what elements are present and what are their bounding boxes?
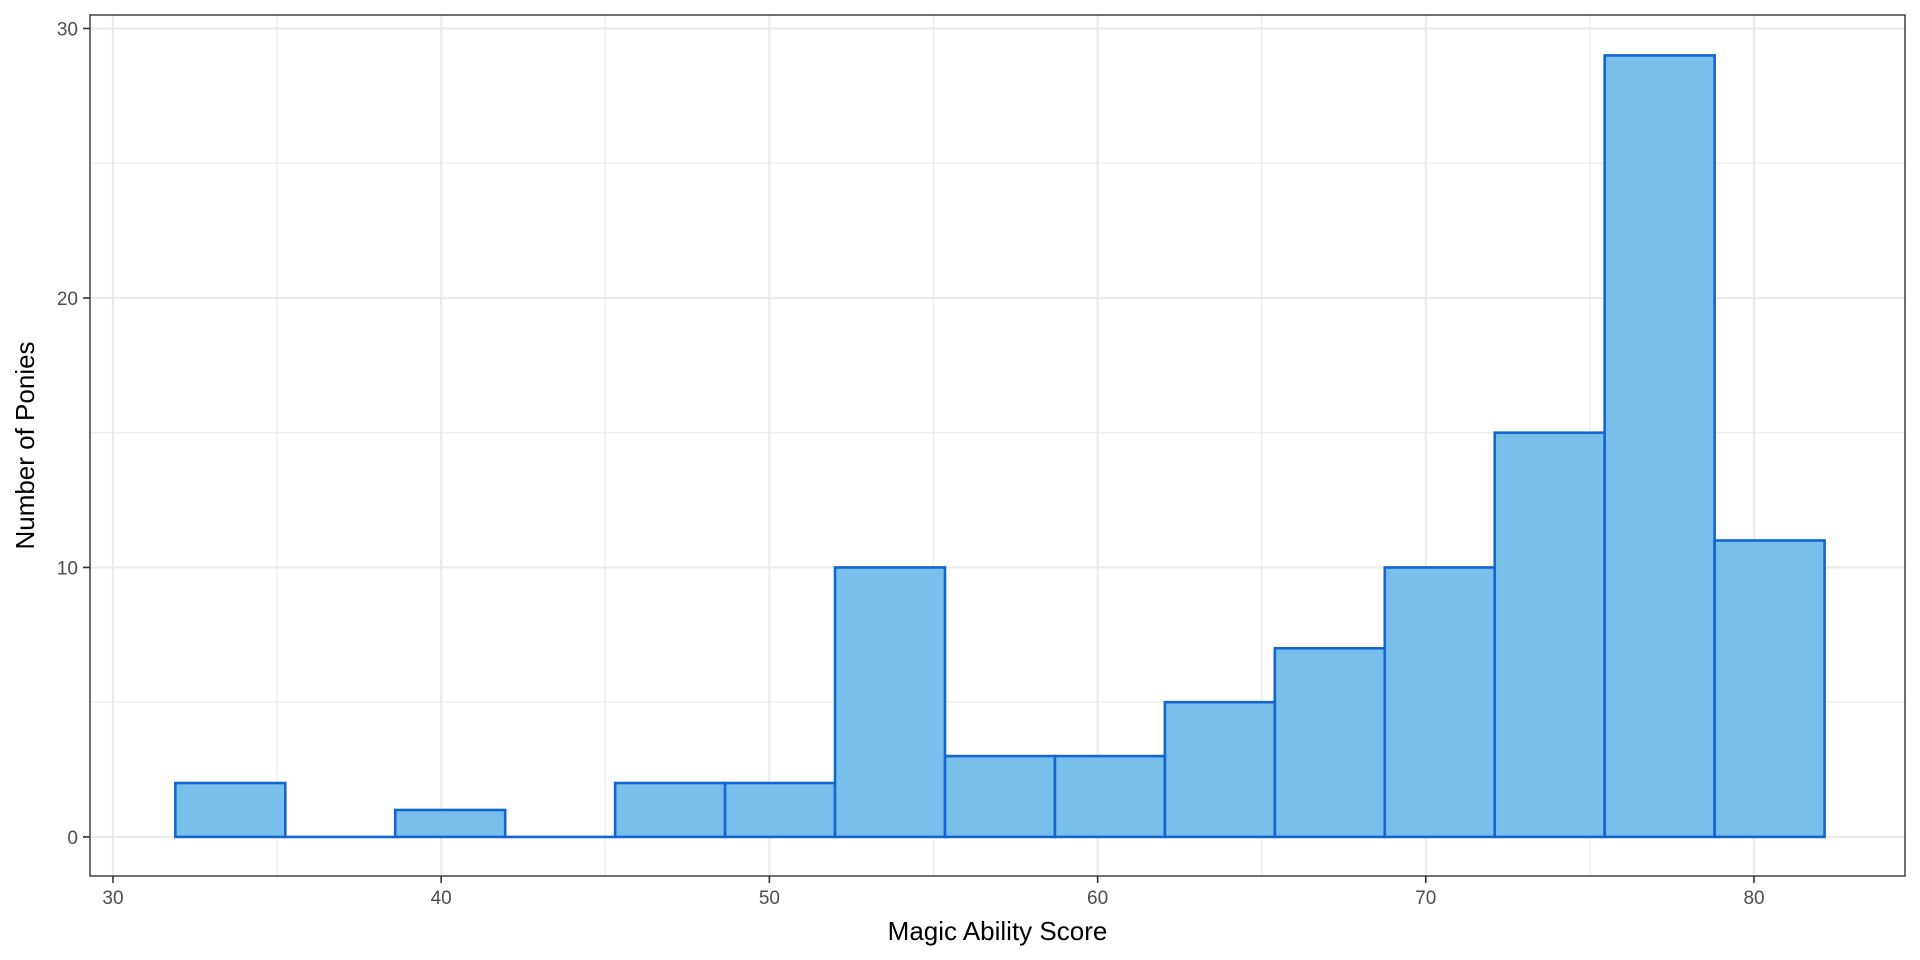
histogram-bar (393, 808, 507, 839)
x-tick-label: 50 (759, 888, 780, 909)
histogram-bar (613, 781, 727, 839)
x-tick-label: 60 (1087, 888, 1108, 909)
x-tick-label: 80 (1743, 888, 1764, 909)
y-axis: 0 10 20 30 (57, 19, 90, 849)
histogram-bar (1603, 54, 1716, 839)
x-axis: 30 40 50 60 70 80 (102, 876, 1765, 909)
histogram-bar (1383, 566, 1497, 839)
panel-border (89, 14, 1906, 877)
histogram-bar (1713, 539, 1826, 839)
histogram-bar (1273, 646, 1387, 839)
y-tick-label: 30 (57, 19, 78, 40)
x-tick-label: 40 (431, 888, 452, 909)
histogram-bar (833, 566, 947, 839)
x-axis-title: Magic Ability Score (888, 916, 1108, 946)
y-axis-title: Number of Ponies (10, 341, 40, 549)
y-tick-label: 0 (67, 828, 78, 849)
histogram-bar (174, 781, 287, 839)
histogram-bar (943, 754, 1057, 839)
histogram-bars (174, 54, 1826, 839)
histogram-bar (1493, 431, 1606, 839)
x-tick-label: 30 (102, 888, 123, 909)
x-tick-label: 70 (1415, 888, 1436, 909)
y-tick-label: 20 (57, 289, 78, 310)
histogram-bar (723, 781, 837, 839)
histogram-bar (1163, 700, 1277, 839)
y-tick-label: 10 (57, 558, 78, 579)
histogram-bar (1053, 754, 1167, 839)
